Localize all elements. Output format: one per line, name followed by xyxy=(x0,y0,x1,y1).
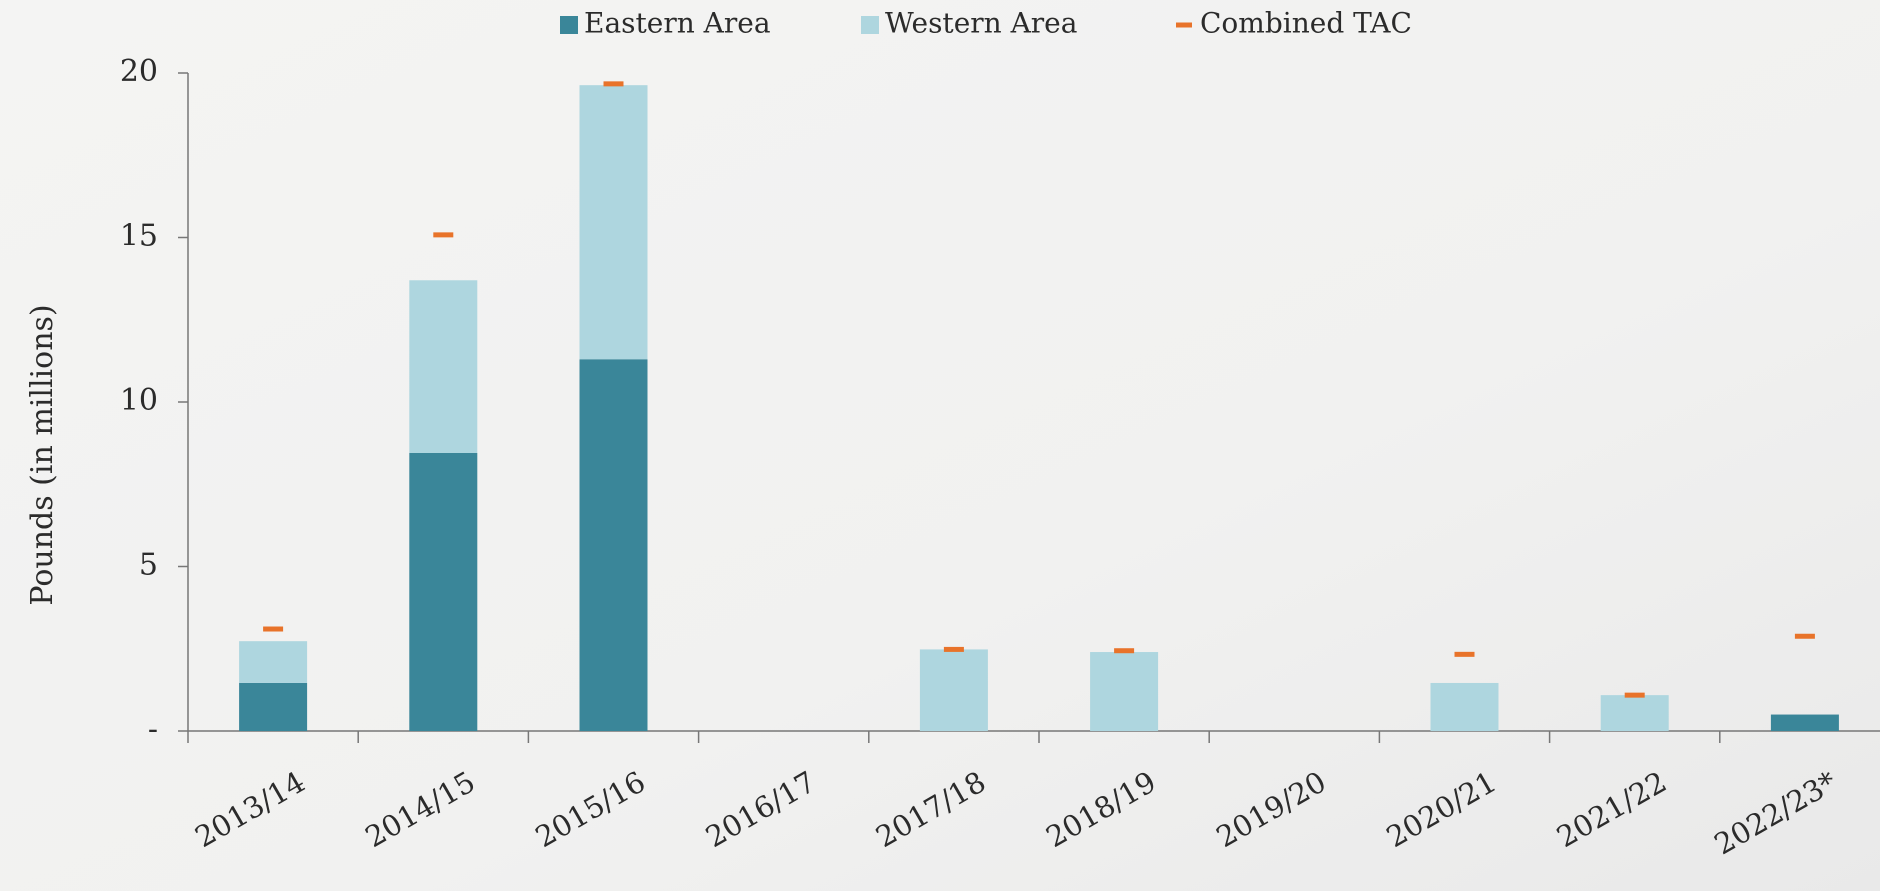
bar-segment xyxy=(919,649,988,731)
legend-swatch xyxy=(560,16,578,34)
legend-label: Eastern Area xyxy=(584,7,771,40)
tac-marker xyxy=(1114,648,1135,654)
bar-segment xyxy=(239,641,308,683)
tac-marker xyxy=(943,646,964,652)
y-tick-label: 10 xyxy=(120,383,158,418)
y-tick-label: - xyxy=(148,712,158,747)
y-axis-label: Pounds (in millions) xyxy=(25,304,60,605)
y-tick-label: 15 xyxy=(120,219,158,254)
legend-label: Western Area xyxy=(885,7,1077,40)
bar-segment xyxy=(409,280,478,453)
bar-segment xyxy=(579,85,648,360)
bar-segment xyxy=(239,682,308,731)
tac-marker xyxy=(433,232,454,238)
bar-segment xyxy=(409,452,478,731)
legend-swatch xyxy=(1176,22,1192,28)
bar-segment xyxy=(1600,695,1669,731)
tac-marker xyxy=(263,626,284,632)
y-tick-label: 5 xyxy=(139,548,158,583)
bar-segment xyxy=(1090,652,1159,731)
tac-marker xyxy=(1454,651,1475,657)
bar-segment xyxy=(1430,682,1499,731)
tac-marker xyxy=(603,81,624,87)
legend-label: Combined TAC xyxy=(1200,7,1412,40)
bar-segment xyxy=(579,359,648,731)
bar-segment xyxy=(1770,714,1839,731)
y-tick-label: 20 xyxy=(120,54,158,89)
tac-marker xyxy=(1624,692,1645,698)
tac-marker xyxy=(1794,633,1815,639)
legend-swatch xyxy=(861,16,879,34)
